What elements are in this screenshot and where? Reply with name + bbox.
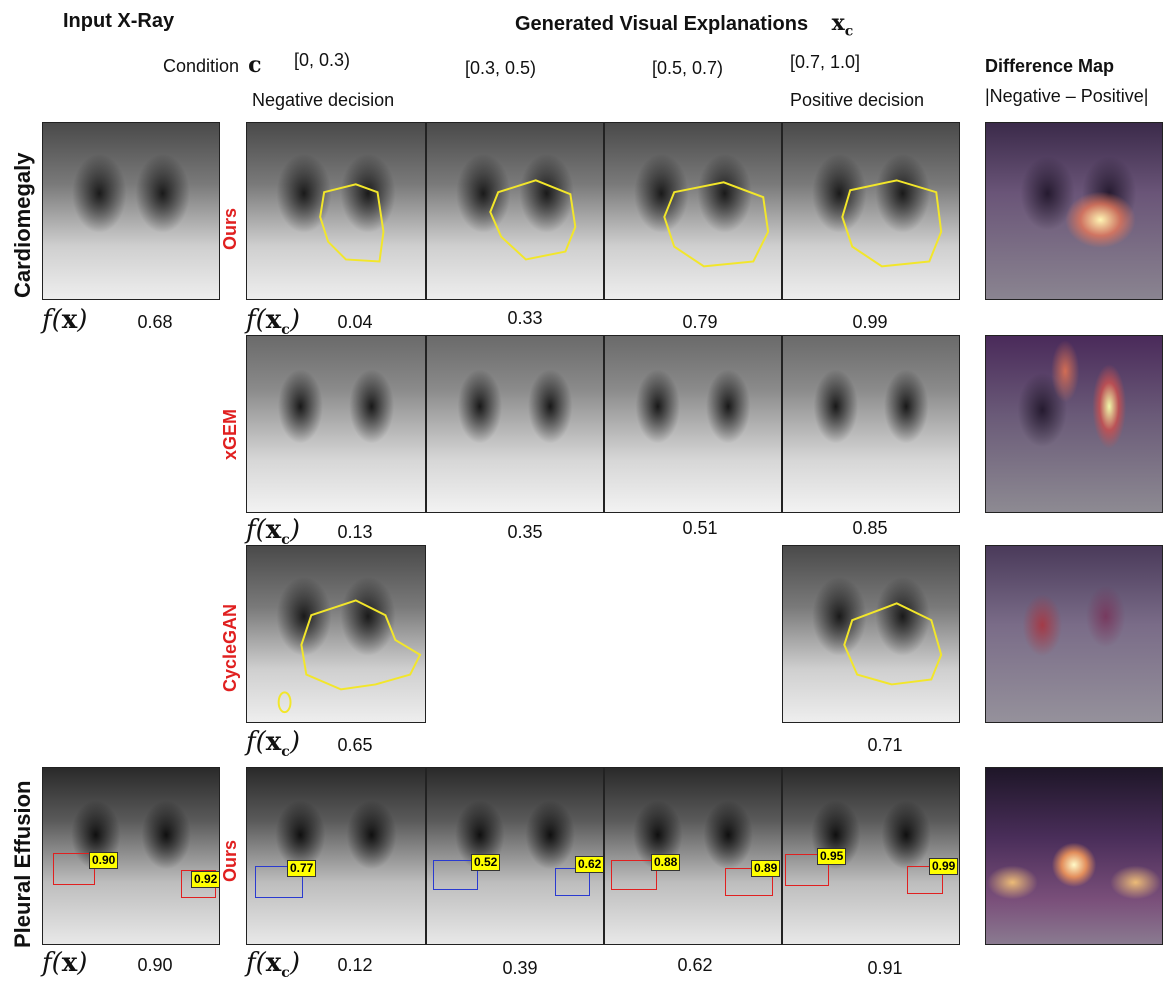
method-label-ours: Ours bbox=[220, 207, 240, 250]
score-cyclegan-1: 0.65 bbox=[337, 735, 373, 755]
row-label-cardiomegaly: Cardiomegaly bbox=[10, 152, 35, 299]
xc-symbol: xc bbox=[831, 10, 854, 40]
condition-range-1: [0, 0.3) bbox=[294, 50, 351, 70]
tag-c4-right: 0.99 bbox=[929, 858, 959, 875]
fxc-label-cyclegan: f(xc) bbox=[246, 727, 300, 761]
input-xray-cardiomegaly bbox=[42, 122, 220, 300]
tag-input-right: 0.92 bbox=[191, 871, 219, 888]
generated-header: Generated Visual Explanations xc bbox=[515, 10, 853, 39]
tag-input-left: 0.90 bbox=[89, 852, 119, 869]
difference-map-xgem bbox=[985, 335, 1163, 513]
tag-c1: 0.77 bbox=[287, 860, 317, 877]
pleural-ours-image-1: 0.77 bbox=[246, 767, 426, 945]
score-pleural-4: 0.91 bbox=[867, 958, 903, 978]
positive-decision: Positive decision bbox=[790, 90, 925, 110]
bbox-c4-right bbox=[907, 866, 943, 894]
generated-title: Generated Visual Explanations bbox=[515, 13, 809, 35]
pleural-ours-image-3: 0.88 0.89 bbox=[604, 767, 782, 945]
difference-map-cyclegan bbox=[985, 545, 1163, 723]
bbox-c4-left bbox=[785, 854, 829, 886]
condition-label: Condition c bbox=[163, 52, 262, 78]
score-pleural-1: 0.12 bbox=[337, 955, 373, 975]
score-ours-4: 0.99 bbox=[852, 312, 888, 332]
ours-image-4 bbox=[782, 122, 960, 300]
ours-image-3 bbox=[604, 122, 782, 300]
tag-c3-left: 0.88 bbox=[651, 854, 681, 871]
tag-c2-right: 0.62 bbox=[575, 856, 603, 873]
condition-range-2: [0.3, 0.5) bbox=[465, 58, 537, 78]
pleural-ours-image-4: 0.95 0.99 bbox=[782, 767, 960, 945]
xgem-image-3 bbox=[604, 335, 782, 513]
fx-label-pleural: f(x) bbox=[42, 948, 88, 978]
tag-c2-left: 0.52 bbox=[471, 854, 501, 871]
tag-c4-left: 0.95 bbox=[817, 848, 847, 865]
condition-range-3: [0.5, 0.7) bbox=[652, 58, 724, 78]
pleural-ours-image-2: 0.52 0.62 bbox=[426, 767, 604, 945]
xgem-image-1 bbox=[246, 335, 426, 513]
score-ours-1: 0.04 bbox=[337, 312, 373, 332]
fxc-label-xgem: f(xc) bbox=[246, 515, 300, 549]
bbox-input-left bbox=[53, 853, 95, 885]
score-ours-2: 0.33 bbox=[507, 308, 543, 328]
score-input-cardio: 0.68 bbox=[137, 312, 173, 332]
condition-range-4: [0.7, 1.0] bbox=[790, 52, 861, 72]
diff-map-formula: |Negative – Positive| bbox=[985, 86, 1149, 106]
bbox-c2-left bbox=[433, 860, 478, 890]
xgem-image-2 bbox=[426, 335, 604, 513]
score-xgem-2: 0.35 bbox=[507, 522, 543, 542]
difference-map-ours bbox=[985, 122, 1163, 300]
input-xray-header: Input X-Ray bbox=[63, 10, 175, 32]
bbox-c1 bbox=[255, 866, 303, 898]
score-xgem-4: 0.85 bbox=[852, 518, 888, 538]
xgem-image-4 bbox=[782, 335, 960, 513]
ours-image-1 bbox=[246, 122, 426, 300]
bbox-c2-right bbox=[555, 868, 590, 896]
row-label-pleural: Pleural Effusion bbox=[10, 780, 35, 948]
method-label-cyclegan: CycleGAN bbox=[220, 603, 240, 692]
score-xgem-3: 0.51 bbox=[682, 518, 718, 538]
score-pleural-2: 0.39 bbox=[502, 958, 538, 978]
fx-label-cardio: f(x) bbox=[42, 305, 88, 335]
cyclegan-image-2 bbox=[782, 545, 960, 723]
condition-symbol: c bbox=[248, 52, 262, 78]
difference-map-pleural bbox=[985, 767, 1163, 945]
cyclegan-image-1 bbox=[246, 545, 426, 723]
score-xgem-1: 0.13 bbox=[337, 522, 373, 542]
method-label-ours-pleural: Ours bbox=[220, 839, 240, 882]
fxc-label-pleural: f(xc) bbox=[246, 948, 300, 982]
method-label-xgem: xGEM bbox=[220, 408, 240, 460]
score-pleural-3: 0.62 bbox=[677, 955, 713, 975]
bbox-c3-right bbox=[725, 868, 773, 896]
fxc-label-ours: f(xc) bbox=[246, 305, 300, 339]
score-ours-3: 0.79 bbox=[682, 312, 718, 332]
bbox-c3-left bbox=[611, 860, 657, 890]
score-input-pleural: 0.90 bbox=[137, 955, 173, 975]
negative-decision: Negative decision bbox=[252, 90, 395, 110]
input-xray-pleural: 0.90 0.92 bbox=[42, 767, 220, 945]
score-cyclegan-2: 0.71 bbox=[867, 735, 903, 755]
ours-image-2 bbox=[426, 122, 604, 300]
tag-c3-right: 0.89 bbox=[751, 860, 781, 877]
diff-map-header: Difference Map bbox=[985, 56, 1115, 76]
